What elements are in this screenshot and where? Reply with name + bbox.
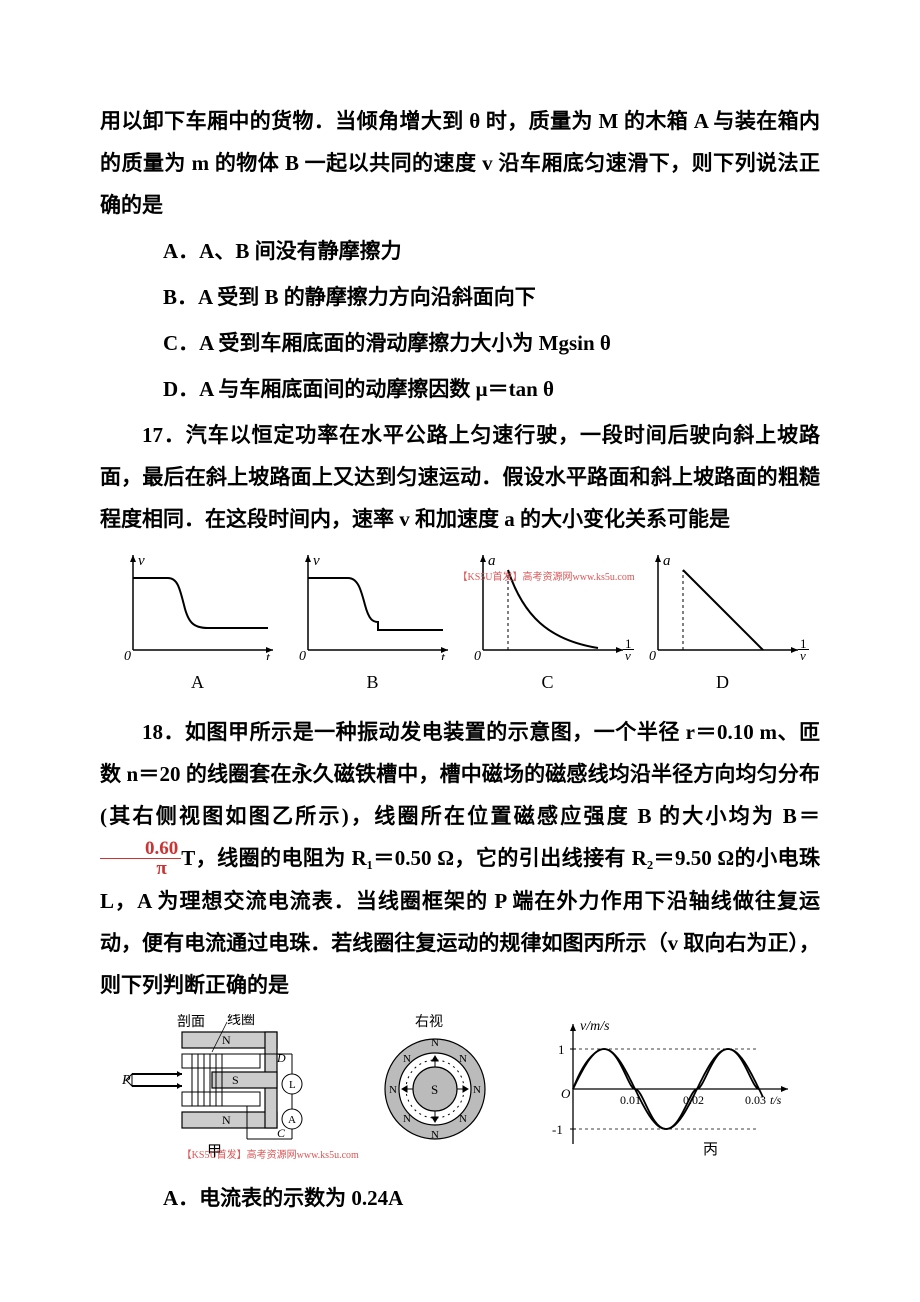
- svg-text:N: N: [389, 1084, 397, 1096]
- svg-text:C: C: [277, 1126, 286, 1140]
- fraction-denominator: π: [100, 859, 181, 878]
- svg-text:N: N: [459, 1053, 467, 1065]
- q16-continuation: 用以卸下车厢中的货物．当倾角增大到 θ 时，质量为 M 的木箱 A 与装在箱内的…: [100, 100, 820, 226]
- fraction: 0.60π: [100, 839, 181, 878]
- svg-text:0: 0: [124, 649, 131, 660]
- svg-text:t: t: [266, 651, 271, 660]
- svg-text:P: P: [122, 1073, 131, 1088]
- svg-text:t: t: [441, 651, 446, 660]
- sine-graph: v/m/s O 1 -1 0.01 0.02 0.03 t/s 丙: [548, 1014, 798, 1159]
- q17-graphs-row: v 0 t A v 0 t B 【KS5U首发】高考资源网www.: [100, 550, 820, 693]
- svg-text:N: N: [403, 1113, 411, 1125]
- graph-a-label: A: [118, 672, 278, 693]
- graph-d-label: D: [643, 672, 803, 693]
- device-cross-section: P N N S L A D C 剖面 线圈 甲 【KS5U首发】高考资源网www…: [122, 1014, 322, 1159]
- graph-c-wrapper: 【KS5U首发】高考资源网www.ks5u.com a 0 1 v C: [468, 550, 628, 693]
- svg-text:L: L: [289, 1079, 296, 1091]
- svg-text:N: N: [222, 1113, 231, 1127]
- graph-c-label: C: [468, 672, 628, 693]
- svg-text:剖面: 剖面: [177, 1014, 205, 1030]
- graph-b: v 0 t: [293, 550, 453, 670]
- graph-a-wrapper: v 0 t A: [118, 550, 278, 693]
- q16-option-d: D．A 与车厢底面间的动摩擦因数 μ＝tan θ: [100, 368, 820, 410]
- svg-text:N: N: [459, 1113, 467, 1125]
- svg-text:N: N: [473, 1084, 481, 1096]
- q18-figures: P N N S L A D C 剖面 线圈 甲 【KS5U首发】高考资源网www…: [100, 1014, 820, 1159]
- svg-text:0: 0: [474, 649, 481, 660]
- svg-text:N: N: [222, 1033, 231, 1047]
- fraction-numerator: 0.60: [100, 839, 181, 859]
- device-side-view: 右视 N N N N N N N N S: [365, 1014, 505, 1159]
- q18-option-a: A．电流表的示数为 0.24A: [100, 1177, 820, 1219]
- svg-text:a: a: [663, 553, 671, 569]
- svg-text:v: v: [138, 553, 145, 569]
- svg-text:S: S: [232, 1073, 239, 1087]
- svg-text:右视: 右视: [415, 1014, 443, 1030]
- q16-option-b: B．A 受到 B 的静摩擦力方向沿斜面向下: [100, 276, 820, 318]
- graph-a: v 0 t: [118, 550, 278, 670]
- graph-b-wrapper: v 0 t B: [293, 550, 453, 693]
- q16-option-c: C．A 受到车厢底面的滑动摩擦力大小为 Mgsin θ: [100, 322, 820, 364]
- q18-stem-post: T，线圈的电阻为 R₁＝0.50 Ω，它的引出线接有 R₂＝9.50 Ω的小电珠…: [100, 846, 820, 997]
- q16-option-a: A．A、B 间没有静摩擦力: [100, 230, 820, 272]
- graph-b-label: B: [293, 672, 453, 693]
- svg-text:N: N: [431, 1129, 439, 1141]
- graph-d-wrapper: a 0 1 v D: [643, 550, 803, 693]
- svg-text:N: N: [431, 1037, 439, 1049]
- svg-text:0: 0: [649, 649, 656, 660]
- svg-text:A: A: [288, 1114, 296, 1126]
- svg-text:N: N: [403, 1053, 411, 1065]
- svg-text:S: S: [431, 1082, 438, 1097]
- q17-stem: 17．汽车以恒定功率在水平公路上匀速行驶，一段时间后驶向斜上坡路面，最后在斜上坡…: [100, 414, 820, 540]
- svg-text:线圈: 线圈: [227, 1014, 255, 1028]
- q18-stem: 18．如图甲所示是一种振动发电装置的示意图，一个半径 r＝0.10 m、匝数 n…: [100, 711, 820, 1006]
- svg-text:D: D: [276, 1051, 286, 1065]
- watermark-text-2: 【KS5U首发】高考资源网www.ks5u.com: [182, 1146, 359, 1161]
- svg-text:a: a: [488, 553, 496, 569]
- svg-text:0: 0: [299, 649, 306, 660]
- svg-text:v: v: [313, 553, 320, 569]
- q18-stem-pre: 18．如图甲所示是一种振动发电装置的示意图，一个半径 r＝0.10 m、匝数 n…: [100, 720, 820, 828]
- graph-c: 【KS5U首发】高考资源网www.ks5u.com a 0 1 v: [468, 550, 628, 670]
- watermark-text: 【KS5U首发】高考资源网www.ks5u.com: [458, 568, 635, 583]
- graph-d: a 0 1 v: [643, 550, 803, 670]
